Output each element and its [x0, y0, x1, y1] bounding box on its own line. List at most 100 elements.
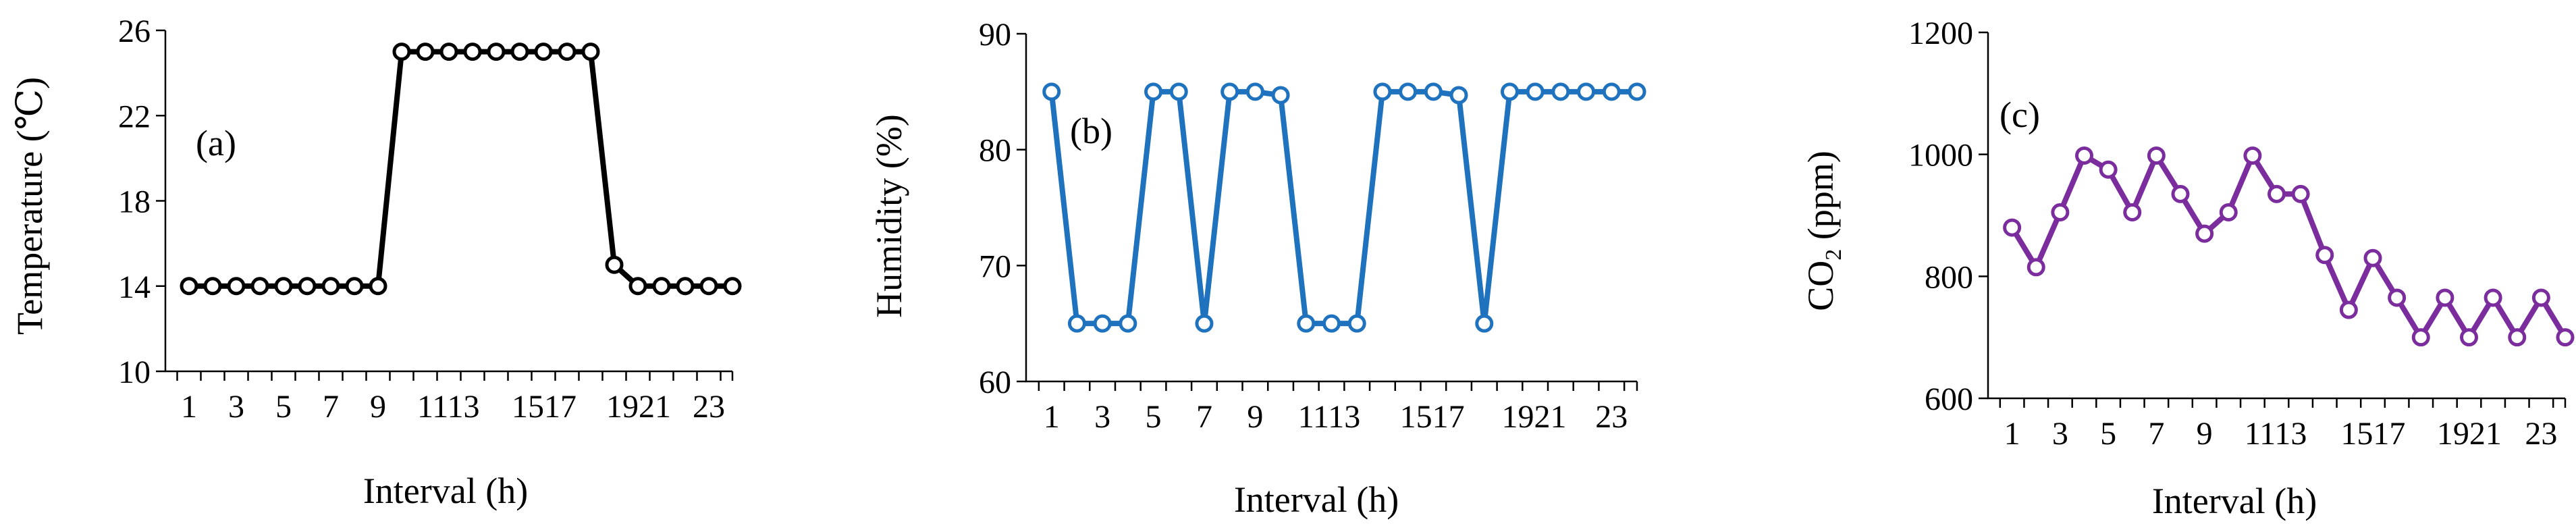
data-point: [1577, 82, 1596, 101]
data-point: [1500, 82, 1519, 101]
axes-frame: [1025, 34, 1637, 383]
x-tick-label: 9: [1247, 399, 1263, 435]
series-line-co2: [2010, 149, 2568, 343]
panel-label: (b): [1070, 111, 1112, 151]
x-tick-label: 9: [370, 389, 386, 425]
panel-b-humidity: Humidity (%) Interval (h) (b) 60 70 80 90 1…: [869, 17, 1646, 520]
series-line-temperature: [189, 49, 732, 289]
data-point: [345, 277, 364, 296]
y-axis-label-main: CO: [1800, 261, 1841, 311]
data-point: [2147, 146, 2166, 165]
y-tick-label: 600: [1925, 381, 1973, 417]
data-point: [2436, 288, 2454, 307]
x-tick-label: 5: [1146, 399, 1162, 435]
data-point: [1220, 82, 1239, 101]
axes-frame: [1987, 32, 2565, 400]
y-axis-label: Temperature (℃): [9, 77, 50, 335]
x-tick-label: 9: [2197, 416, 2213, 452]
x-axis-label: Interval (h): [363, 471, 528, 511]
y-axis-label: CO2 (ppm): [1800, 151, 1846, 311]
data-point: [1399, 82, 1418, 101]
y-tick-label: 60: [979, 365, 1011, 400]
x-tick-label: 5: [2100, 416, 2116, 452]
y-tick-label: 22: [118, 99, 151, 134]
x-tick-label: 1113: [1298, 399, 1360, 435]
data-point: [1245, 82, 1264, 101]
data-point: [1297, 314, 1316, 333]
data-point: [369, 277, 387, 296]
axes-frame: [164, 30, 732, 373]
data-point: [676, 277, 695, 296]
data-point: [2460, 328, 2478, 347]
y-ticks: 10 14 18 22 26: [118, 14, 165, 390]
data-point: [203, 277, 222, 296]
data-point: [510, 43, 529, 61]
data-point: [250, 277, 269, 296]
x-tick-label: 7: [1196, 399, 1212, 435]
y-tick-label: 800: [1925, 259, 1973, 295]
x-tick-label: 1113: [417, 389, 479, 425]
y-tick-label: 10: [118, 354, 151, 390]
data-point: [2075, 146, 2093, 165]
data-point: [1347, 314, 1366, 333]
data-point: [2363, 248, 2382, 267]
data-point: [2243, 146, 2262, 165]
data-point: [1119, 314, 1137, 333]
data-point: [2388, 288, 2407, 307]
panel-c-co2: CO2 (ppm) Interval (h) (c) 600 800 1000 120…: [1800, 16, 2575, 521]
data-point: [1042, 82, 1061, 101]
panel-label: (c): [2000, 95, 2040, 135]
data-point: [2339, 300, 2358, 319]
x-tick-label: 3: [2052, 416, 2068, 452]
data-point: [2484, 288, 2502, 307]
data-point: [1449, 86, 1468, 105]
data-point: [1067, 314, 1086, 333]
y-tick-label: 80: [979, 133, 1011, 169]
x-axis-label: Interval (h): [1234, 479, 1399, 520]
data-point: [605, 255, 624, 274]
x-ticks: 1 3 5 7 9 1113 1517 1921 23: [1038, 381, 1638, 435]
y-tick-label: 1200: [1908, 16, 1973, 51]
data-point: [2051, 203, 2070, 221]
x-tick-label: 1517: [512, 389, 576, 425]
data-point: [2195, 224, 2214, 243]
data-point: [2411, 328, 2430, 347]
data-point: [2291, 184, 2310, 203]
data-point: [723, 277, 742, 296]
data-point: [1475, 314, 1494, 333]
data-point: [2099, 160, 2118, 179]
y-ticks: 60 70 80 90: [979, 17, 1026, 400]
data-point: [1602, 82, 1621, 101]
data-point: [1424, 82, 1443, 101]
x-tick-label: 7: [323, 389, 339, 425]
x-tick-label: 1: [2004, 416, 2020, 452]
data-point: [2315, 246, 2334, 265]
data-point: [2219, 203, 2238, 221]
x-tick-label: 1921: [606, 389, 671, 425]
data-point: [321, 277, 340, 296]
x-tick-label: 5: [275, 389, 292, 425]
x-tick-label: 1921: [2437, 416, 2502, 452]
x-ticks: 1 3 5 7 9 1113 1517 1921 23: [1999, 398, 2567, 452]
x-tick-label: 1: [181, 389, 197, 425]
data-point: [1628, 82, 1646, 101]
data-point: [180, 277, 198, 296]
data-point: [2003, 218, 2022, 237]
data-point: [1169, 82, 1188, 101]
y-tick-label: 1000: [1908, 138, 1973, 174]
series-line-humidity: [1048, 88, 1637, 327]
data-point: [2123, 203, 2142, 221]
data-point: [1322, 314, 1341, 333]
y-axis-label: Humidity (%): [869, 114, 909, 317]
data-point: [298, 277, 317, 296]
x-tick-label: 23: [693, 389, 725, 425]
data-point: [463, 43, 482, 61]
data-point: [2268, 184, 2286, 203]
panel-label: (a): [196, 123, 236, 163]
x-tick-label: 1517: [2340, 416, 2405, 452]
data-point: [392, 43, 411, 61]
data-point: [487, 43, 506, 61]
panel-a-temperature: Temperature (℃) Interval (h) (a) 10 14 18 2…: [9, 14, 742, 511]
data-markers: [1042, 82, 1646, 333]
y-tick-label: 90: [979, 17, 1011, 53]
